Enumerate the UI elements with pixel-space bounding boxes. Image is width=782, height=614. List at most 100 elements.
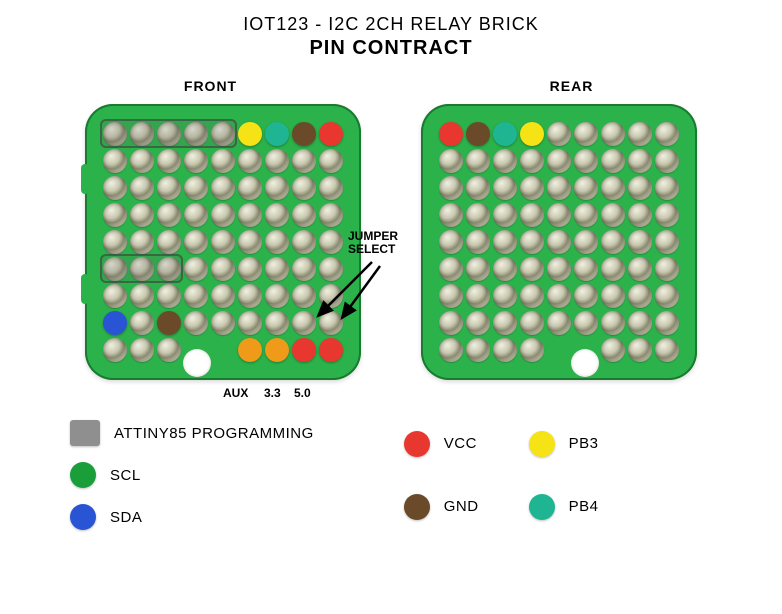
pcb-hole <box>265 257 289 281</box>
pcb-hole <box>493 257 517 281</box>
pcb-hole <box>547 257 571 281</box>
pcb-hole <box>547 311 571 335</box>
pcb-hole <box>184 284 208 308</box>
pcb-hole <box>574 284 598 308</box>
pcb-hole <box>265 122 289 146</box>
pcb-hole <box>238 311 262 335</box>
pcb-hole <box>238 122 262 146</box>
board-labels: FRONT REAR <box>0 78 782 94</box>
pcb-hole <box>493 203 517 227</box>
pcb-hole <box>130 338 154 362</box>
title: IOT123 - I2C 2CH RELAY BRICK <box>0 14 782 35</box>
pcb-hole <box>655 203 679 227</box>
pcb-hole <box>238 176 262 200</box>
pcb-hole <box>130 284 154 308</box>
pcb-hole <box>439 284 463 308</box>
pcb-hole <box>493 284 517 308</box>
pcb-hole <box>655 338 679 362</box>
pcb-hole <box>130 149 154 173</box>
pcb-hole <box>319 203 343 227</box>
legend-item: SDA <box>70 504 314 530</box>
pcb-hole <box>601 203 625 227</box>
pcb-hole <box>184 230 208 254</box>
pcb-hole <box>157 284 181 308</box>
pcb-hole <box>319 122 343 146</box>
front-label: FRONT <box>73 78 349 94</box>
pcb-hole <box>439 230 463 254</box>
pcb-hole <box>211 203 235 227</box>
legend-swatch <box>70 420 100 446</box>
v50-label: 5.0 <box>294 386 311 400</box>
pcb-hole <box>157 176 181 200</box>
programming-box <box>100 254 183 283</box>
board-notch <box>81 274 89 304</box>
legend-item: SCL <box>70 462 314 488</box>
pcb-hole <box>238 257 262 281</box>
rear-grid <box>439 122 679 362</box>
legend-item: PB3 <box>529 420 599 467</box>
pcb-hole <box>184 257 208 281</box>
legend-item: PB4 <box>529 483 599 530</box>
pcb-hole <box>238 284 262 308</box>
legend-item: ATTINY85 PROGRAMMING <box>70 420 314 446</box>
pcb-hole <box>265 230 289 254</box>
pcb-hole <box>439 311 463 335</box>
pcb-hole <box>520 149 544 173</box>
pcb-hole <box>655 257 679 281</box>
jumper-arrow <box>300 254 390 344</box>
pcb-hole <box>655 311 679 335</box>
pcb-hole <box>211 149 235 173</box>
legend-swatch <box>529 494 555 520</box>
pcb-hole <box>439 122 463 146</box>
subtitle: PIN CONTRACT <box>0 37 782 60</box>
pcb-hole <box>466 311 490 335</box>
pcb-hole <box>292 122 316 146</box>
pcb-hole <box>466 284 490 308</box>
pcb-hole <box>547 149 571 173</box>
pcb-hole <box>439 176 463 200</box>
pcb-hole <box>130 176 154 200</box>
legend-item: VCC <box>404 420 479 467</box>
pcb-hole <box>103 203 127 227</box>
pcb-hole <box>103 284 127 308</box>
pcb-hole <box>130 311 154 335</box>
pcb-hole <box>157 230 181 254</box>
pcb-hole <box>574 257 598 281</box>
legend-label: GND <box>444 498 479 515</box>
pcb-hole <box>265 149 289 173</box>
legend: ATTINY85 PROGRAMMING SCL SDA VCC PB3 GND PB4 <box>0 420 782 530</box>
pcb-hole <box>319 176 343 200</box>
pcb-hole <box>439 257 463 281</box>
pcb-hole <box>238 203 262 227</box>
pcb-hole <box>265 203 289 227</box>
pcb-hole <box>628 149 652 173</box>
pcb-hole <box>184 311 208 335</box>
rear-board <box>421 104 697 380</box>
pcb-hole <box>520 338 544 362</box>
pcb-hole <box>103 230 127 254</box>
jumper-select-label: JUMPER SELECT <box>348 230 398 256</box>
pcb-hole <box>211 311 235 335</box>
legend-left: ATTINY85 PROGRAMMING SCL SDA <box>70 420 314 530</box>
pcb-hole <box>184 203 208 227</box>
pcb-hole <box>547 203 571 227</box>
legend-label: PB3 <box>569 435 599 452</box>
pcb-hole <box>130 203 154 227</box>
pcb-hole <box>601 122 625 146</box>
pcb-hole <box>211 176 235 200</box>
pcb-hole <box>628 176 652 200</box>
pcb-hole <box>493 338 517 362</box>
legend-swatch <box>404 494 430 520</box>
pcb-hole <box>265 284 289 308</box>
pcb-hole <box>103 149 127 173</box>
pcb-hole <box>628 122 652 146</box>
pcb-hole <box>547 176 571 200</box>
legend-label: ATTINY85 PROGRAMMING <box>114 425 314 442</box>
pcb-hole <box>466 122 490 146</box>
pcb-hole <box>466 203 490 227</box>
pcb-hole <box>265 311 289 335</box>
legend-swatch <box>404 431 430 457</box>
pcb-hole <box>574 122 598 146</box>
pcb-hole <box>655 284 679 308</box>
pcb-hole <box>292 230 316 254</box>
